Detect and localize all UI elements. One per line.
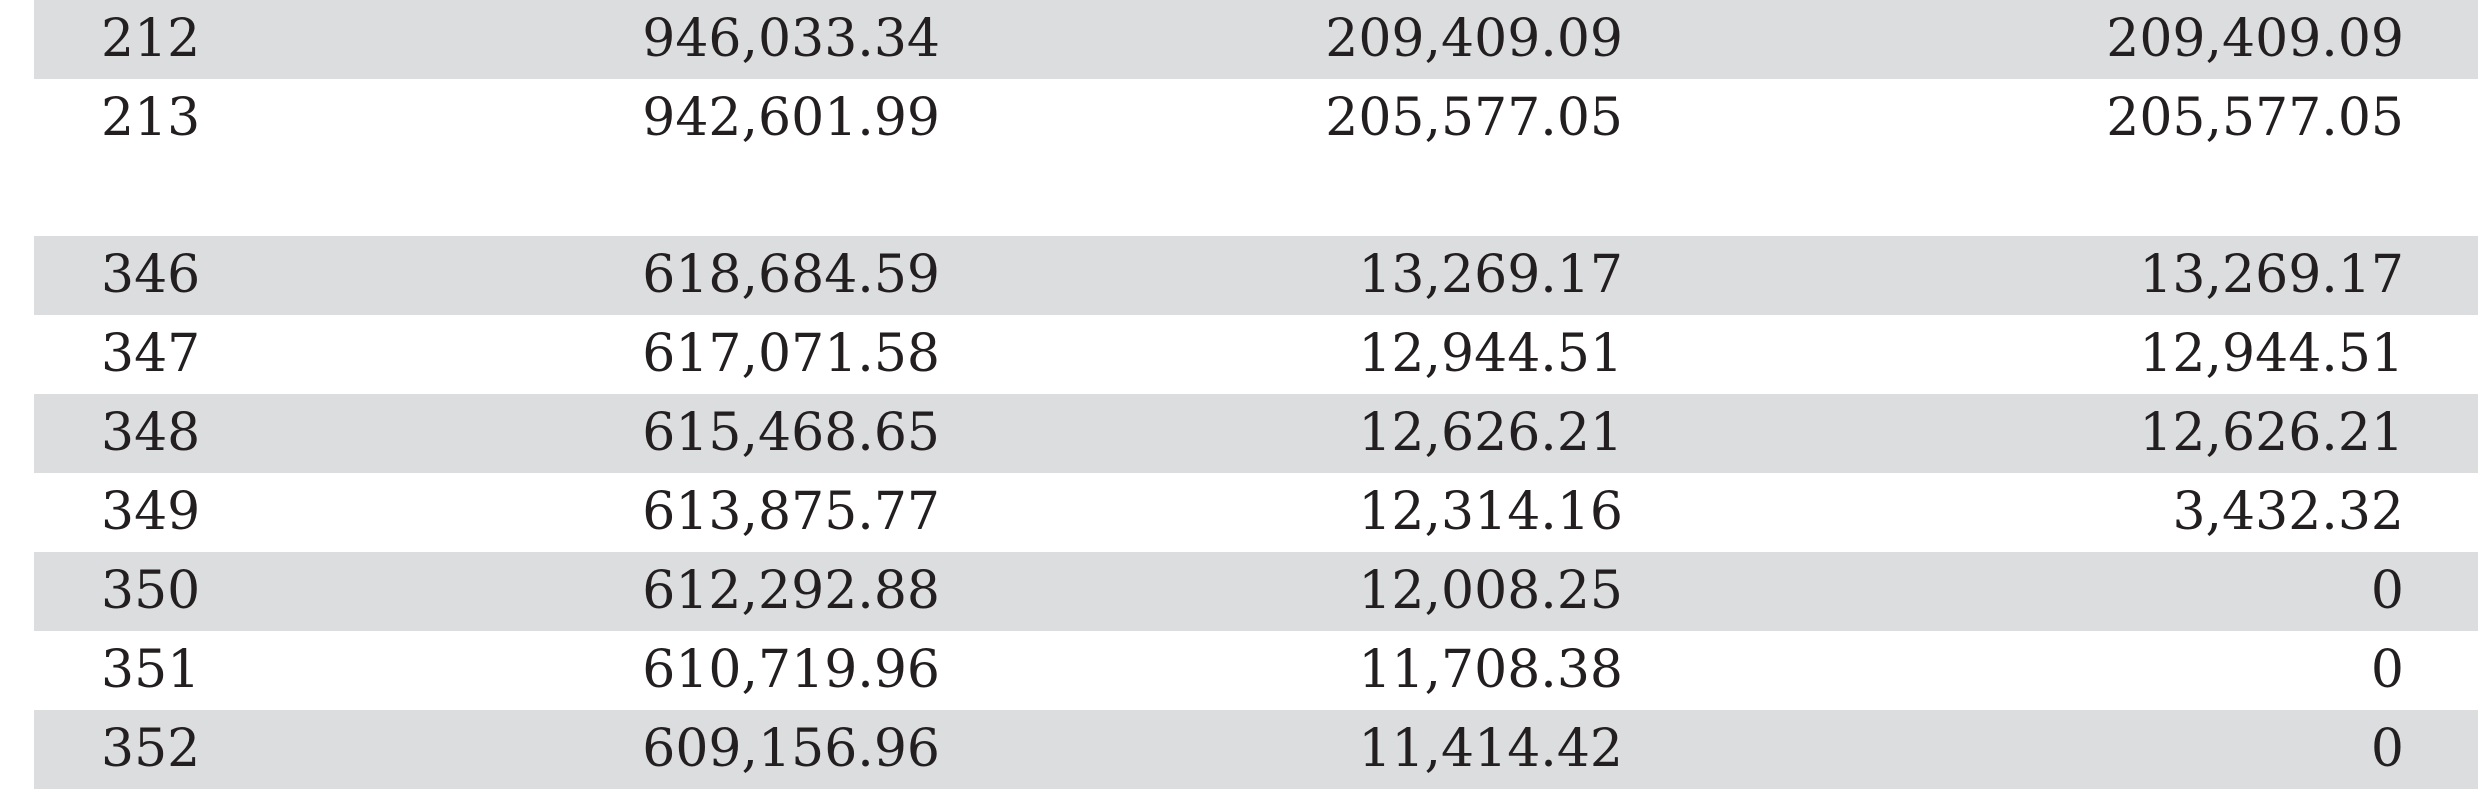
value-cell: 12,626.21 [2139,403,2404,463]
value-cell: 942,601.99 [642,88,940,148]
value-cell: 3,432.32 [2172,482,2404,542]
table-row: 348 615,468.65 12,626.21 12,626.21 [34,394,2478,473]
row-number-cell: 348 [101,403,201,463]
value-cell: 12,626.21 [1358,403,1623,463]
value-cell: 13,269.17 [2139,245,2404,305]
value-cell: 11,708.38 [1358,640,1623,700]
row-number-cell: 350 [101,561,201,621]
value-cell: 0 [2370,719,2404,779]
value-cell: 617,071.58 [642,324,940,384]
row-number-cell: 351 [101,640,201,700]
value-cell: 12,944.51 [1358,324,1623,384]
table-row: 351 610,719.96 11,708.38 0 [34,631,2478,710]
value-cell: 12,944.51 [2139,324,2404,384]
value-cell: 12,314.16 [1358,482,1623,542]
table-row: 212 946,033.34 209,409.09 209,409.09 [34,0,2478,79]
value-cell: 205,577.05 [2106,88,2404,148]
value-cell: 209,409.09 [1325,9,1623,69]
value-cell: 0 [2370,640,2404,700]
value-cell: 11,414.42 [1358,719,1623,779]
table-row: 352 609,156.96 11,414.42 0 [34,710,2478,789]
value-cell: 946,033.34 [642,9,940,69]
table-row: 346 618,684.59 13,269.17 13,269.17 [34,236,2478,315]
table-row: 213 942,601.99 205,577.05 205,577.05 [34,79,2478,158]
row-number-cell: 352 [101,719,201,779]
row-number-cell: 349 [101,482,201,542]
value-cell: 205,577.05 [1325,88,1623,148]
value-cell: 612,292.88 [642,561,940,621]
table-row: 349 613,875.77 12,314.16 3,432.32 [34,473,2478,552]
row-number-cell: 213 [101,88,201,148]
value-cell: 615,468.65 [642,403,940,463]
row-number-cell: 212 [101,9,201,69]
row-number-cell: 347 [101,324,201,384]
value-cell: 13,269.17 [1358,245,1623,305]
value-cell: 613,875.77 [642,482,940,542]
value-cell: 12,008.25 [1358,561,1623,621]
value-cell: 610,719.96 [642,640,940,700]
table-row: 347 617,071.58 12,944.51 12,944.51 [34,315,2478,394]
data-table: 212 946,033.34 209,409.09 209,409.09 213… [34,0,2478,796]
value-cell: 609,156.96 [642,719,940,779]
table-row: 350 612,292.88 12,008.25 0 [34,552,2478,631]
value-cell: 0 [2370,561,2404,621]
value-cell: 618,684.59 [642,245,940,305]
value-cell: 209,409.09 [2106,9,2404,69]
row-number-cell: 346 [101,245,201,305]
